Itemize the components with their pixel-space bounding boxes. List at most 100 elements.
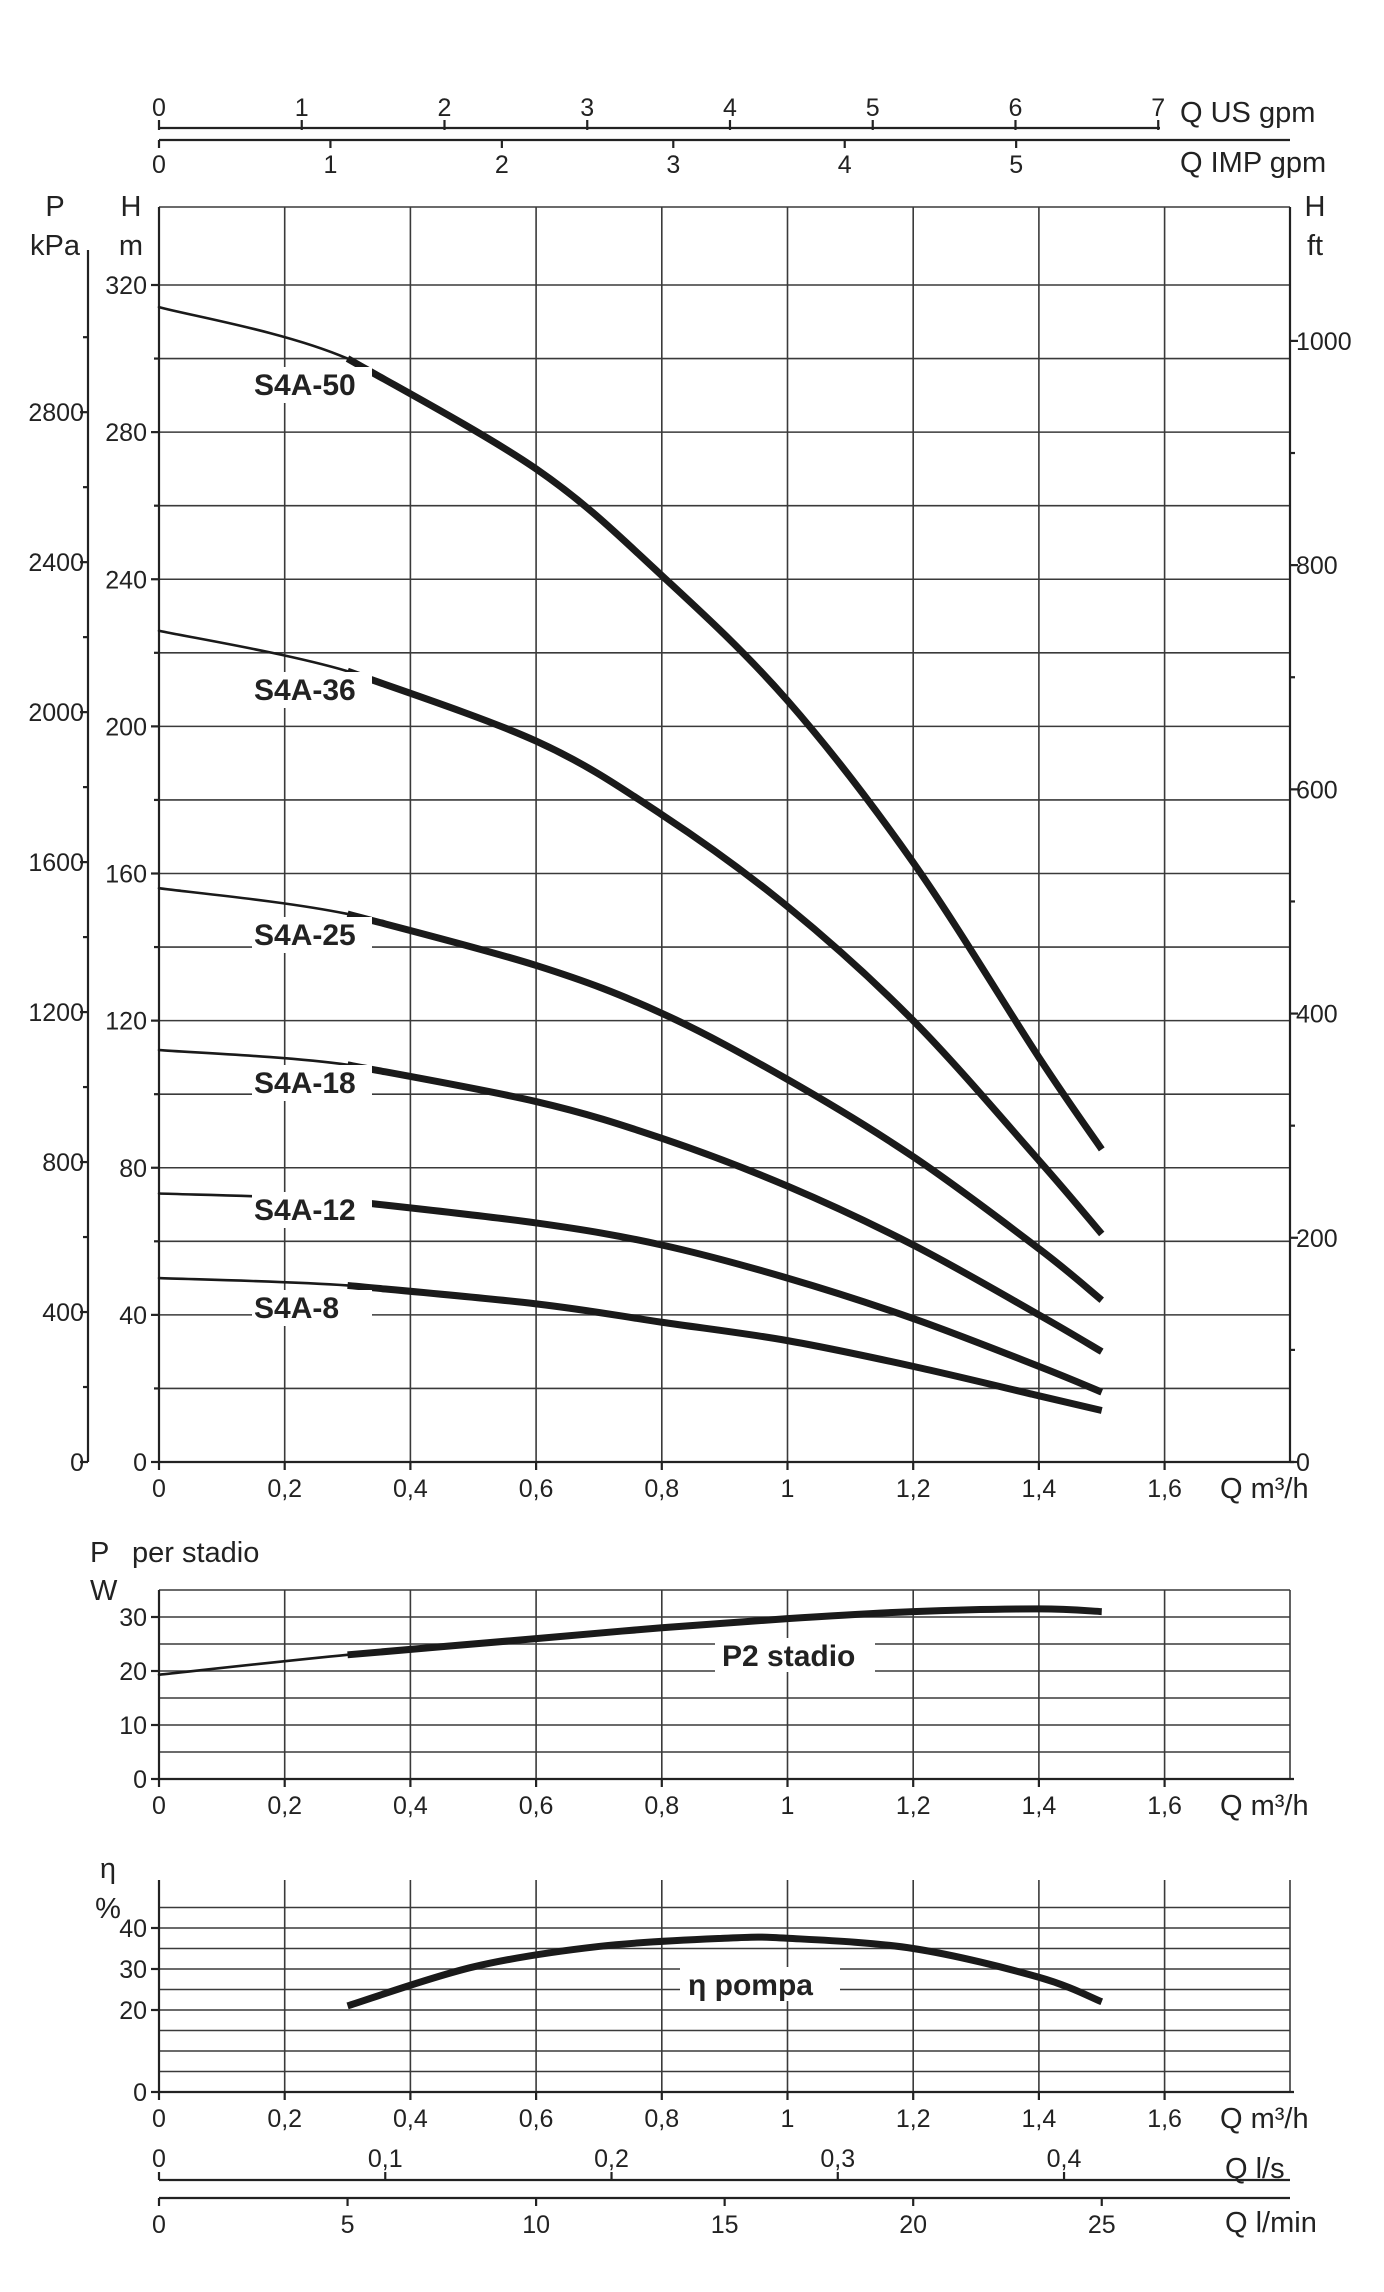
p2-stadio-curve (347, 1605, 1102, 1659)
s4a-18-curve-thin (157, 1048, 349, 1067)
ft-axis-title-unit: ft (1307, 230, 1323, 262)
s4a-36-curve (346, 667, 1105, 1237)
power-x-tick-label: 0,6 (519, 1792, 554, 1820)
us-gpm-tick-label: 7 (1151, 94, 1165, 122)
eta-pompa-label-backing (680, 1967, 840, 2001)
head-x-tick-label: 0,8 (644, 1475, 679, 1503)
s4a-12-curve (347, 1197, 1104, 1396)
eff-y-tick-label: 40 (119, 1915, 147, 1943)
lmin-axis-title: Q l/min (1225, 2207, 1317, 2239)
head-m-tick-label: 40 (119, 1302, 147, 1330)
s4a-25-curve-thin (157, 886, 349, 916)
power-x-tick-label: 0,8 (644, 1792, 679, 1820)
s4a-8-label: S4A-8 (254, 1292, 339, 1325)
lmin-tick-label: 0 (152, 2211, 166, 2239)
head-x-tick-label: 0,4 (393, 1475, 428, 1503)
imp-gpm-tick-label: 3 (666, 151, 680, 179)
eff-x-tick-label: 0,8 (644, 2105, 679, 2133)
imp-gpm-tick-label: 5 (1009, 151, 1023, 179)
head-m-tick-label: 280 (105, 419, 147, 447)
power-x-tick-label: 0,4 (393, 1792, 428, 1820)
ft-tick-label: 400 (1296, 1001, 1338, 1029)
s4a-50-label: S4A-50 (254, 369, 356, 402)
head-x-axis-title: Q m³/h (1220, 1473, 1309, 1505)
lmin-tick-label: 15 (711, 2211, 739, 2239)
kpa-axis-title-unit: kPa (30, 230, 81, 262)
s4a-8-curve (347, 1281, 1103, 1414)
head-m-tick-label: 120 (105, 1008, 147, 1036)
s4a-12-label-backing (252, 1192, 372, 1228)
s4a-36-label-backing (252, 672, 372, 708)
head-x-tick-label: 1,4 (1022, 1475, 1057, 1503)
p2-stadio-label-backing (715, 1638, 875, 1672)
power-x-tick-label: 1 (781, 1792, 795, 1820)
power-x-tick-label: 1,2 (896, 1792, 931, 1820)
imp-gpm-tick-label: 4 (838, 151, 852, 179)
p2-stadio-label: P2 stadio (722, 1640, 855, 1673)
ft-tick-label: 1000 (1296, 328, 1352, 356)
lmin-tick-label: 20 (899, 2211, 927, 2239)
ft-tick-label: 600 (1296, 776, 1338, 804)
eta-pompa-curve (346, 1933, 1104, 2010)
s4a-25-curve (346, 910, 1104, 1303)
head-m-tick-label: 320 (105, 272, 147, 300)
eff-x-tick-label: 1 (781, 2105, 795, 2133)
m-axis-title-h: H (121, 191, 142, 223)
s4a-18-curve (346, 1061, 1104, 1355)
imp-gpm-tick-label: 2 (495, 151, 509, 179)
head-m-tick-label: 80 (119, 1155, 147, 1183)
ls-axis-title: Q l/s (1225, 2153, 1285, 2185)
eff-x-tick-label: 0,6 (519, 2105, 554, 2133)
power-axis-title-p: P (90, 1537, 109, 1569)
eff-y-tick-label: 20 (119, 1997, 147, 2025)
imp-gpm-axis-title: Q IMP gpm (1180, 147, 1326, 179)
power-y-tick-label: 10 (119, 1712, 147, 1740)
us-gpm-tick-label: 6 (1009, 94, 1023, 122)
lmin-tick-label: 25 (1088, 2211, 1116, 2239)
us-gpm-tick-label: 1 (295, 94, 309, 122)
head-m-tick-label: 200 (105, 713, 147, 741)
kpa-tick-label: 1200 (28, 999, 84, 1027)
head-m-tick-label: 160 (105, 861, 147, 889)
s4a-18-label-backing (252, 1065, 372, 1101)
kpa-tick-label: 0 (70, 1449, 84, 1477)
s4a-18-label: S4A-18 (254, 1067, 356, 1100)
s4a-50-curve (345, 355, 1105, 1152)
ft-tick-label: 800 (1296, 552, 1338, 580)
us-gpm-tick-label: 2 (438, 94, 452, 122)
ft-tick-label: 200 (1296, 1225, 1338, 1253)
ls-tick-label: 0,4 (1047, 2145, 1082, 2173)
text-layer: 3202802402001601208040028002400200016001… (28, 94, 1351, 2239)
power-y-tick-label: 0 (133, 1766, 147, 1794)
power-x-tick-label: 0,2 (267, 1792, 302, 1820)
s4a-36-label: S4A-36 (254, 674, 356, 707)
us-gpm-tick-label: 0 (152, 94, 166, 122)
ft-tick-label: 0 (1296, 1449, 1310, 1477)
eff-x-axis-title: Q m³/h (1220, 2103, 1309, 2135)
head-x-tick-label: 0,6 (519, 1475, 554, 1503)
grid-layer (159, 206, 1291, 2092)
kpa-tick-label: 2400 (28, 549, 84, 577)
eff-axis-title-eta: η (100, 1853, 116, 1885)
power-x-tick-label: 0 (152, 1792, 166, 1820)
us-gpm-axis-title: Q US gpm (1180, 97, 1315, 129)
s4a-50-curve-thin (157, 305, 349, 360)
eff-x-tick-label: 1,4 (1022, 2105, 1057, 2133)
lmin-tick-label: 5 (341, 2211, 355, 2239)
kpa-axis-title-p: P (45, 191, 64, 223)
s4a-8-label-backing (252, 1290, 372, 1326)
head-m-tick-label: 0 (133, 1449, 147, 1477)
eff-x-tick-label: 0,2 (267, 2105, 302, 2133)
kpa-tick-label: 2000 (28, 699, 84, 727)
power-x-tick-label: 1,4 (1022, 1792, 1057, 1820)
power-panel-title: per stadio (132, 1537, 259, 1569)
ls-tick-label: 0,3 (820, 2145, 855, 2173)
eff-x-tick-label: 0,4 (393, 2105, 428, 2133)
ft-axis-title-h: H (1305, 191, 1326, 223)
s4a-25-label-backing (252, 917, 372, 953)
s4a-12-label: S4A-12 (254, 1194, 356, 1227)
eff-y-tick-label: 0 (133, 2079, 147, 2107)
lmin-tick-label: 10 (522, 2211, 550, 2239)
head-m-tick-label: 240 (105, 566, 147, 594)
